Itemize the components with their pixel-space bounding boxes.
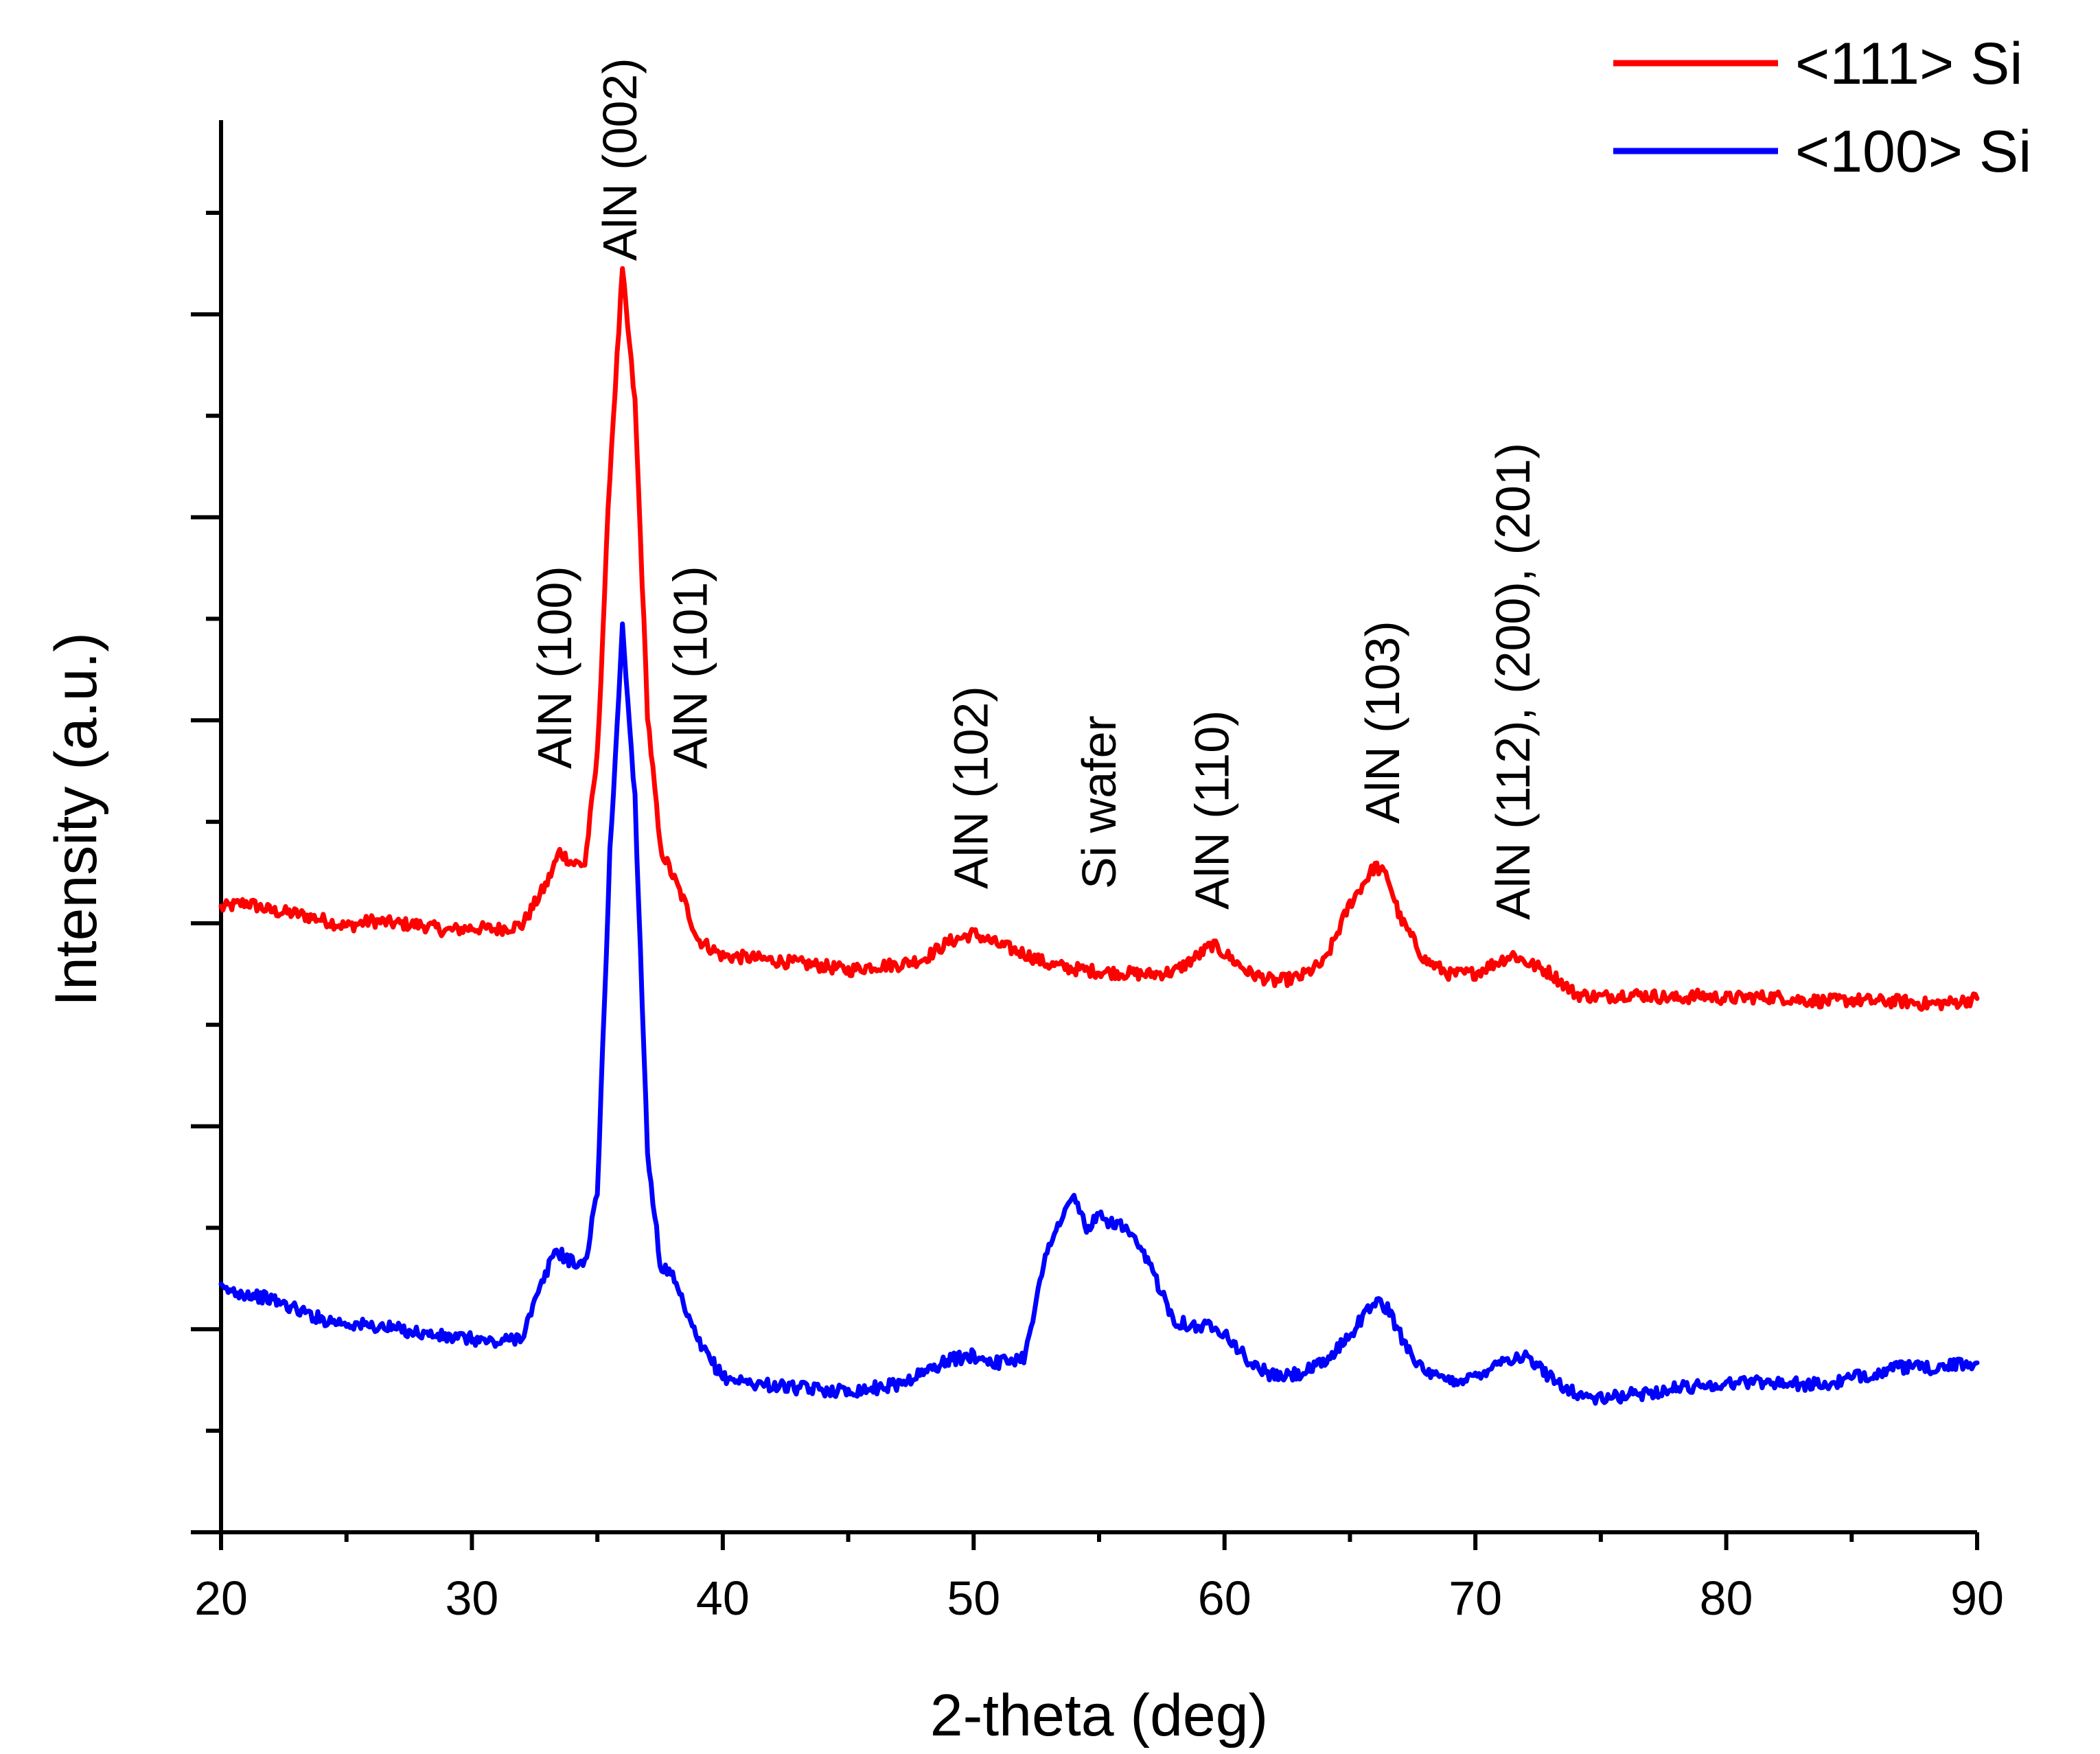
series	[218, 266, 1980, 1406]
y-axis-title: Intensity (a.u.)	[43, 632, 109, 1006]
peak-annotation: AlN (002)	[593, 58, 647, 261]
y-ticks	[191, 210, 221, 1534]
legend-label: <100> Si	[1795, 119, 2031, 185]
x-tick-label: 70	[1449, 1571, 1502, 1625]
series-line-si-100	[218, 621, 1980, 1406]
x-tick-label: 30	[445, 1571, 498, 1625]
peak-annotation: AlN (103)	[1356, 621, 1409, 824]
peak-annotation: Si wafer	[1072, 715, 1126, 889]
x-tick-label: 90	[1950, 1571, 2004, 1625]
peak-annotation: AlN (100)	[528, 566, 581, 769]
x-ticks: 20 30 40 50 60 70 80 90	[194, 1532, 2004, 1625]
x-tick-label: 20	[194, 1571, 248, 1625]
legend-label: <111> Si	[1795, 31, 2023, 97]
series-line-si-111	[218, 266, 1980, 1012]
x-tick-label: 40	[696, 1571, 750, 1625]
peak-annotations: AlN (100) AlN (002) AlN (101) AlN (102) Si w…	[528, 58, 1540, 920]
legend: <111> Si <100> Si	[1613, 31, 2031, 185]
x-tick-label: 60	[1198, 1571, 1251, 1625]
peak-annotation: AlN (112), (200), (201)	[1486, 443, 1540, 920]
x-tick-label: 50	[947, 1571, 1000, 1625]
peak-annotation: AlN (101)	[663, 566, 717, 769]
peak-annotation: AlN (110)	[1185, 711, 1238, 910]
x-axis-title: 2-theta (deg)	[930, 1683, 1268, 1749]
peak-annotation: AlN (102)	[945, 686, 998, 889]
x-tick-label: 80	[1700, 1571, 1753, 1625]
